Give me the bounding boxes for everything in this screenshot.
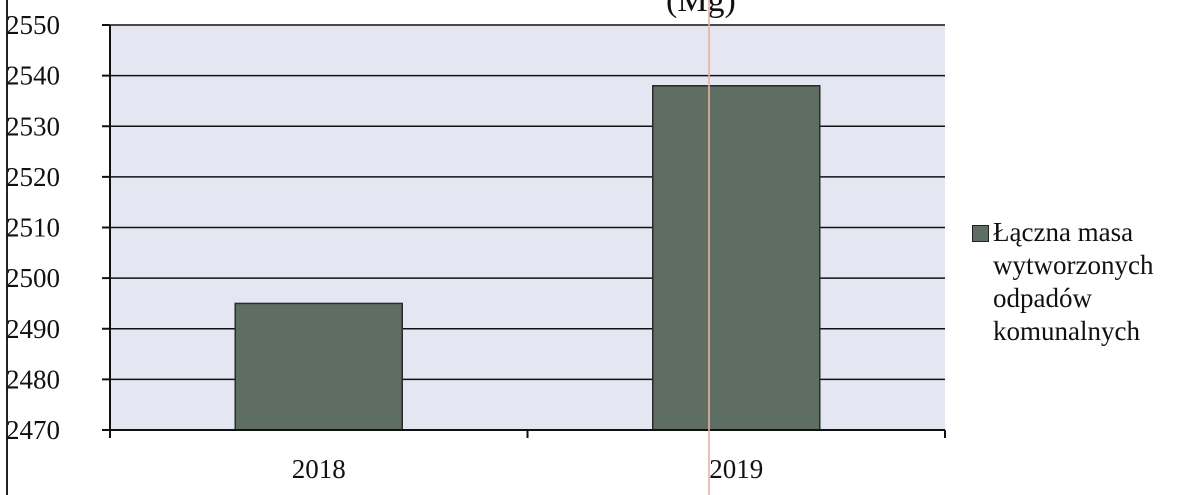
y-tick-label: 2530: [6, 111, 60, 141]
legend-line-2: wytworzonych: [993, 250, 1154, 280]
legend: Łączna masa wytworzonych odpadów komunal…: [972, 216, 1187, 348]
y-tick-label: 2540: [6, 61, 60, 91]
axes: [102, 24, 946, 438]
legend-line-4: komunalnych: [993, 316, 1140, 346]
frame-left-border: [6, 0, 8, 495]
y-tick-label: 2470: [6, 415, 60, 445]
legend-swatch: [972, 225, 989, 242]
y-axis-tick-labels: 2470 2480 2490 2500 2510 2520 2530 2540 2550: [6, 10, 60, 445]
x-tick-label: 2018: [292, 454, 346, 484]
bars: [234, 85, 821, 431]
legend-line-1: Łączna masa: [993, 217, 1134, 247]
legend-label: Łączna masa wytworzonych odpadów komunal…: [993, 216, 1153, 348]
bar-2019: [652, 85, 821, 431]
scan-artifact-line: [708, 0, 710, 495]
y-tick-label: 2500: [6, 263, 60, 293]
x-tick-label: 2019: [709, 454, 763, 484]
y-tick-label: 2520: [6, 162, 60, 192]
y-tick-label: 2490: [6, 314, 60, 344]
x-axis-tick-labels: 2018 2019: [292, 454, 764, 484]
legend-item: Łączna masa wytworzonych odpadów komunal…: [972, 216, 1187, 348]
bar-2018: [234, 302, 403, 431]
chart-title-fragment: (Mg): [666, 0, 736, 19]
legend-line-3: odpadów: [993, 283, 1092, 313]
y-tick-label: 2550: [6, 10, 60, 40]
y-tick-label: 2510: [6, 213, 60, 243]
y-tick-label: 2480: [6, 364, 60, 394]
